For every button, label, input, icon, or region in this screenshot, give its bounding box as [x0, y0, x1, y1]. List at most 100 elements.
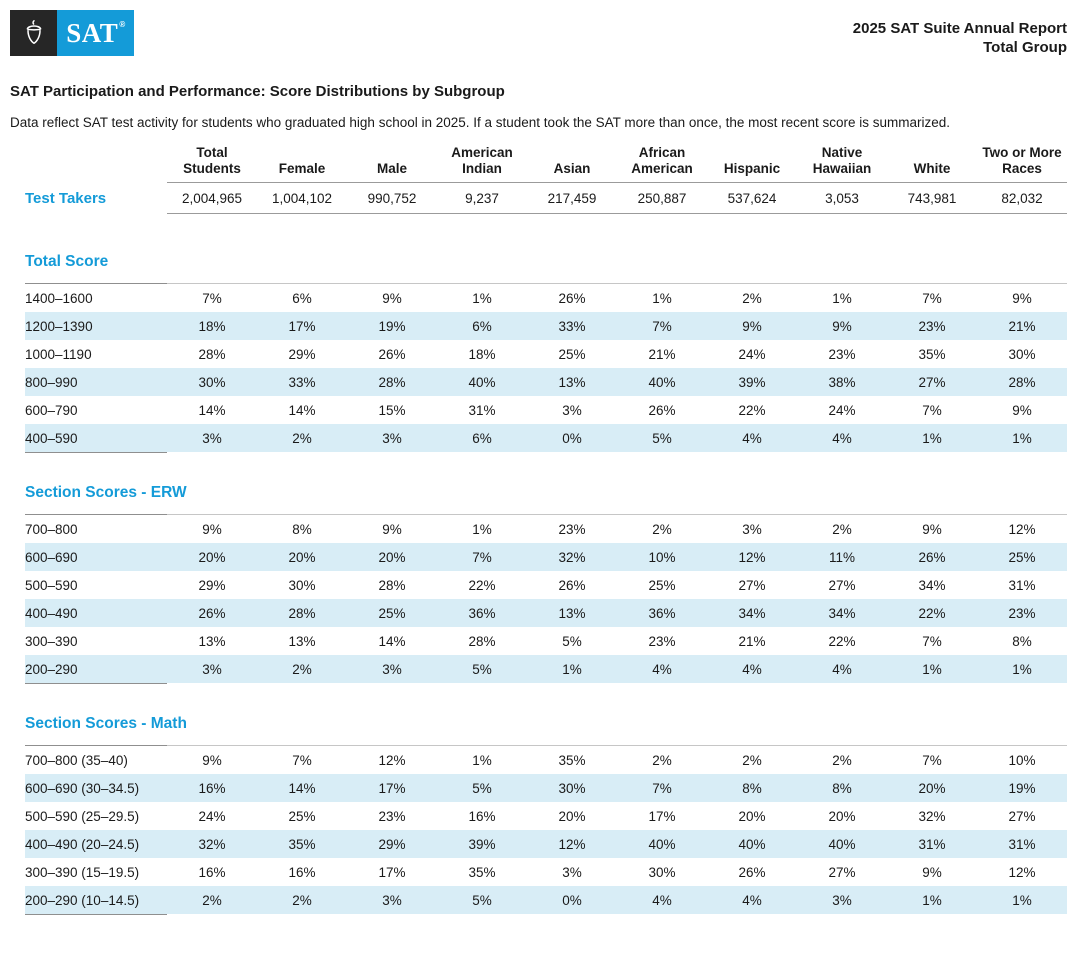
percent-value: 14% — [288, 780, 316, 796]
percent-value: 27% — [918, 374, 946, 390]
percent-value: 3% — [742, 521, 762, 537]
percent-value: 20% — [828, 808, 856, 824]
test-takers-value: 217,459 — [527, 183, 617, 214]
section-title: Section Scores - ERW — [25, 484, 187, 501]
percent-value: 26% — [558, 290, 586, 306]
percent-value: 32% — [918, 808, 946, 824]
column-header: White — [887, 161, 977, 183]
test-takers-value: 1,004,102 — [257, 183, 347, 214]
percent-value: 2% — [832, 521, 852, 537]
percent-value: 39% — [738, 374, 766, 390]
column-header: Female — [257, 161, 347, 183]
percent-value: 9% — [1012, 290, 1032, 306]
percent-value: 26% — [378, 346, 406, 362]
percent-value: 7% — [922, 402, 942, 418]
percent-value: 27% — [828, 864, 856, 880]
percent-value: 4% — [832, 430, 852, 446]
row-label: 800–990 — [25, 374, 78, 390]
percent-value: 31% — [1008, 836, 1036, 852]
row-label: 700–800 (35–40) — [25, 752, 128, 768]
percent-value: 16% — [198, 864, 226, 880]
percent-value: 3% — [562, 864, 582, 880]
test-takers-label: Test Takers — [25, 190, 107, 207]
report-meta: 2025 SAT Suite Annual Report Total Group — [853, 10, 1067, 57]
percent-value: 7% — [652, 318, 672, 334]
percent-value: 20% — [738, 808, 766, 824]
percent-value: 30% — [648, 864, 676, 880]
percent-value: 26% — [738, 864, 766, 880]
percent-value: 40% — [468, 374, 496, 390]
percent-value: 8% — [742, 780, 762, 796]
column-header: American Indian — [437, 145, 527, 183]
score-sections: Total Score 1400–1600 7% 6% 9% 1% 26% 1% 2% 1% 7% 9… — [25, 253, 1067, 915]
percent-value: 12% — [738, 549, 766, 565]
percent-value: 25% — [1008, 549, 1036, 565]
table-row: 700–800 9% 8% 9% 1% 23% 2% 3% 2% 9% 12% — [25, 515, 1067, 543]
table-row: 1400–1600 7% 6% 9% 1% 26% 1% 2% 1% 7% 9% — [25, 284, 1067, 312]
percent-value: 27% — [1008, 808, 1036, 824]
percent-value: 20% — [918, 780, 946, 796]
test-takers-value: 9,237 — [437, 183, 527, 214]
table-row: 200–290 3% 2% 3% 5% 1% 4% 4% 4% 1% 1% — [25, 655, 1067, 683]
percent-value: 25% — [378, 605, 406, 621]
percent-value: 25% — [648, 577, 676, 593]
percent-value: 20% — [288, 549, 316, 565]
percent-value: 33% — [558, 318, 586, 334]
percent-value: 12% — [558, 836, 586, 852]
row-label: 1200–1390 — [25, 318, 93, 334]
percent-value: 27% — [828, 577, 856, 593]
percent-value: 24% — [828, 402, 856, 418]
percent-value: 19% — [1008, 780, 1036, 796]
percent-value: 3% — [382, 892, 402, 908]
section-title: Total Score — [25, 253, 109, 270]
acorn-icon — [10, 10, 57, 56]
percent-value: 34% — [918, 577, 946, 593]
row-label: 500–590 (25–29.5) — [25, 808, 140, 824]
percent-value: 9% — [922, 521, 942, 537]
test-takers-value: 250,887 — [617, 183, 707, 214]
percent-value: 3% — [382, 661, 402, 677]
percent-value: 40% — [648, 836, 676, 852]
percent-value: 29% — [198, 577, 226, 593]
percent-value: 5% — [562, 633, 582, 649]
row-label: 600–790 — [25, 402, 78, 418]
section-table: 700–800 (35–40) 9% 7% 12% 1% 35% 2% 2% 2% 7% 10% 60… — [25, 745, 1067, 915]
percent-value: 5% — [472, 780, 492, 796]
percent-value: 7% — [652, 780, 672, 796]
sat-logo: SAT ® — [10, 10, 134, 56]
percent-value: 4% — [742, 430, 762, 446]
row-label: 400–590 — [25, 430, 78, 446]
percent-value: 28% — [288, 605, 316, 621]
percent-value: 3% — [832, 892, 852, 908]
percent-value: 32% — [558, 549, 586, 565]
percent-value: 25% — [288, 808, 316, 824]
percent-value: 28% — [378, 374, 406, 390]
column-header: Asian — [527, 161, 617, 183]
test-takers-value: 3,053 — [797, 183, 887, 214]
percent-value: 40% — [738, 836, 766, 852]
registered-mark: ® — [119, 19, 126, 29]
percent-value: 1% — [922, 892, 942, 908]
column-header: African American — [617, 145, 707, 183]
percent-value: 30% — [1008, 346, 1036, 362]
percent-value: 29% — [378, 836, 406, 852]
column-header: Total Students — [167, 145, 257, 183]
test-takers-value: 990,752 — [347, 183, 437, 214]
percent-value: 23% — [1008, 605, 1036, 621]
percent-value: 8% — [1012, 633, 1032, 649]
percent-value: 1% — [562, 661, 582, 677]
percent-value: 7% — [472, 549, 492, 565]
section-table: 1400–1600 7% 6% 9% 1% 26% 1% 2% 1% 7% 9% 1200–1390 1… — [25, 283, 1067, 453]
row-label: 500–590 — [25, 577, 78, 593]
percent-value: 1% — [1012, 892, 1032, 908]
percent-value: 3% — [202, 430, 222, 446]
table-row: 500–590 29% 30% 28% 22% 26% 25% 27% 27% 34% 31% — [25, 571, 1067, 599]
percent-value: 33% — [288, 374, 316, 390]
row-label: 200–290 — [25, 661, 78, 677]
percent-value: 38% — [828, 374, 856, 390]
percent-value: 5% — [472, 892, 492, 908]
percent-value: 1% — [472, 290, 492, 306]
percent-value: 6% — [472, 318, 492, 334]
percent-value: 40% — [648, 374, 676, 390]
percent-value: 1% — [922, 661, 942, 677]
